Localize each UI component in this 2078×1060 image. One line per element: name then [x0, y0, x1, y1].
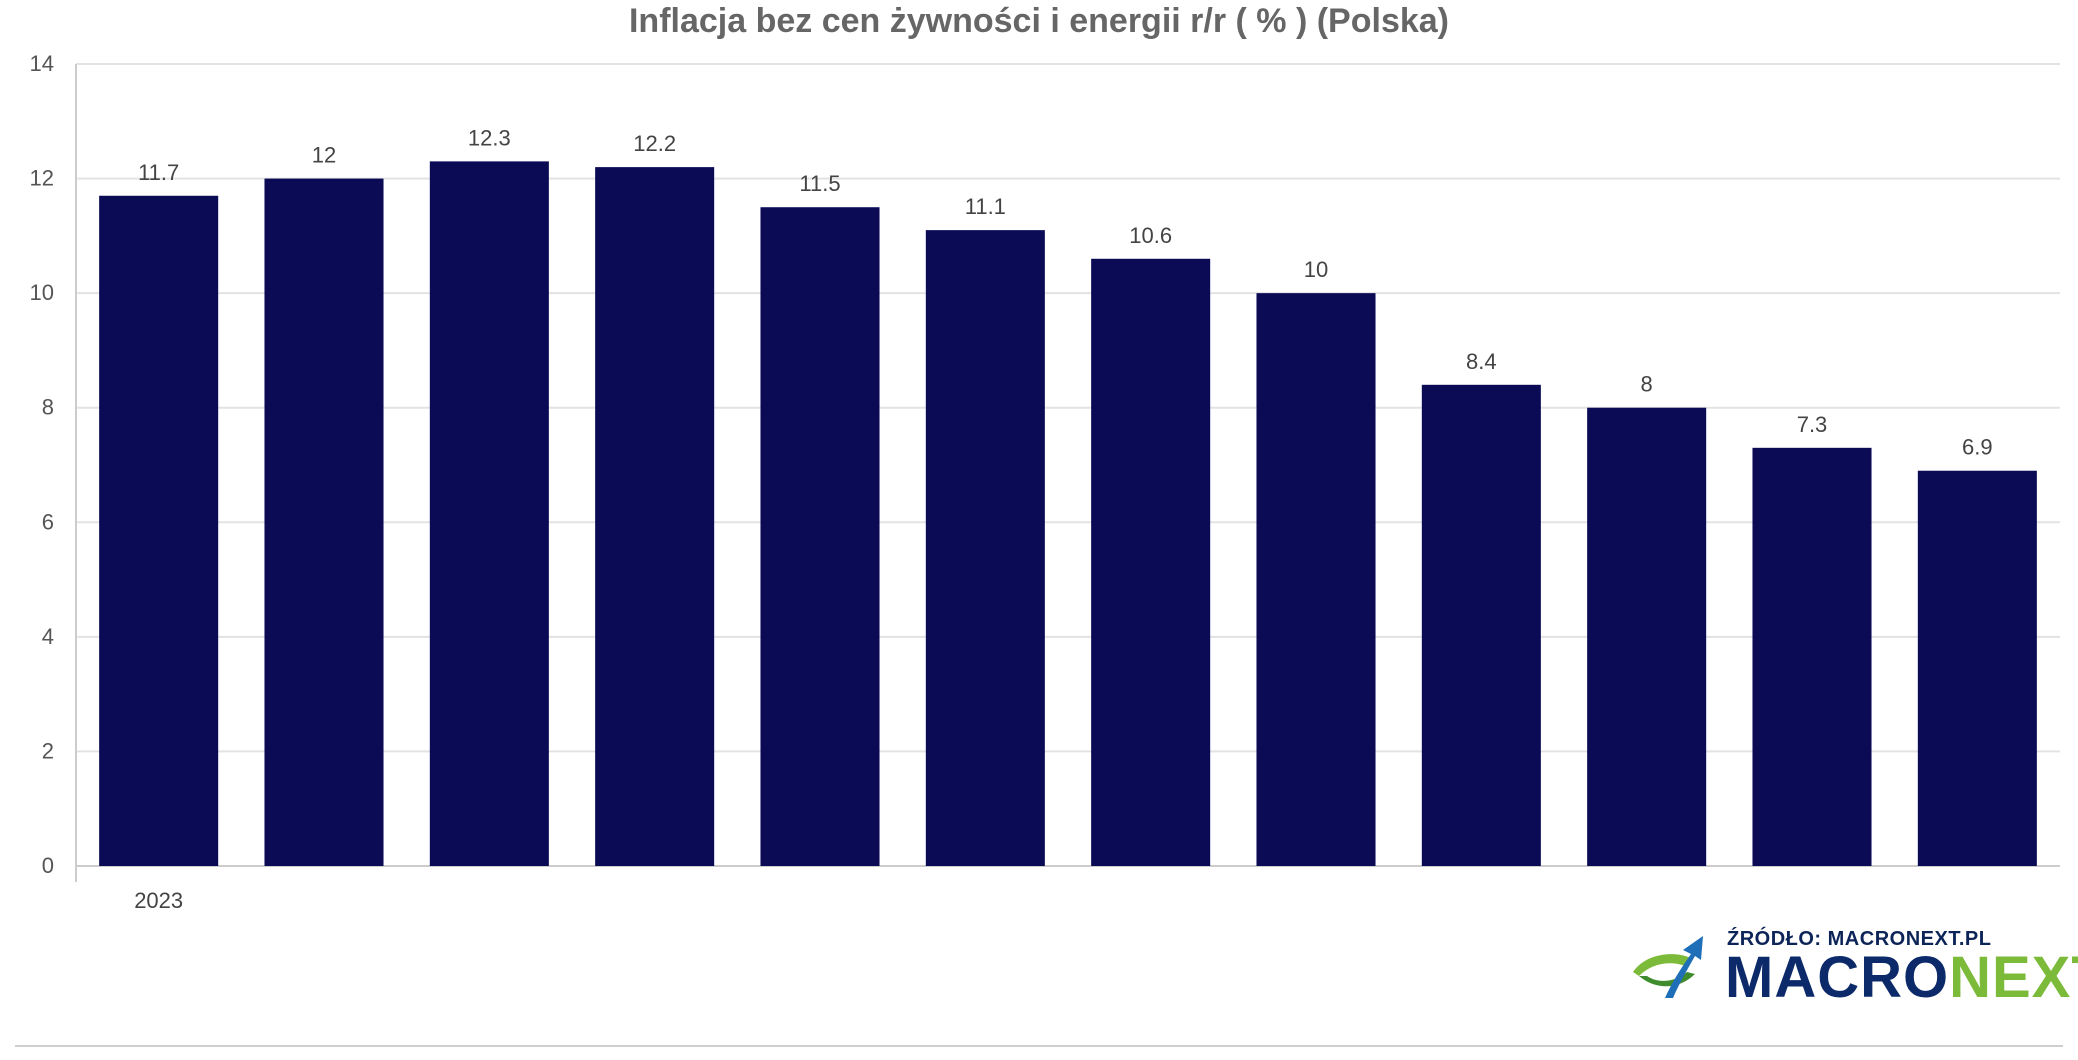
bar-value-label: 6.9 — [1962, 435, 1993, 460]
bar-value-label: 8.4 — [1466, 349, 1497, 374]
y-tick-label: 0 — [42, 853, 54, 878]
y-tick-label: 12 — [30, 166, 54, 191]
macronext-logo: ŹRÓDŁO: MACRONEXT.PL MACRONEXT — [1625, 928, 2078, 1008]
y-tick-label: 14 — [30, 51, 54, 76]
logo-swoosh-icon — [1633, 936, 1703, 998]
bar-value-label: 11.1 — [965, 194, 1006, 219]
bar — [264, 178, 384, 867]
bar — [1917, 470, 2037, 866]
bar-value-label: 11.5 — [799, 171, 840, 196]
bar-value-label: 12.2 — [633, 131, 676, 156]
data-labels: 11.7 12 12.3 12.2 11.5 11.1 10.6 10 8.4 8 7.3 6.9 — [138, 125, 1993, 459]
y-tick-label: 10 — [30, 280, 54, 305]
chart-title: Inflacja bez cen żywności i energii r/r … — [628, 2, 1450, 40]
y-tick-label: 2 — [42, 738, 54, 763]
bar — [1091, 258, 1211, 866]
y-tick-label: 6 — [42, 509, 54, 534]
y-tick-label: 8 — [42, 395, 54, 420]
bar-value-label: 8 — [1641, 372, 1653, 397]
bar — [760, 207, 880, 866]
source-text: ŹRÓDŁO: MACRONEXT.PL — [1727, 928, 1992, 950]
brand-name: MACRONEXT — [1725, 948, 2078, 1008]
bar-value-label: 10.6 — [1129, 223, 1172, 248]
bar — [1752, 447, 1872, 866]
bar — [595, 167, 715, 867]
bar — [1256, 293, 1376, 867]
axes: 0 2 4 6 8 10 12 14 2023 — [30, 51, 2060, 913]
bar-value-label: 10 — [1304, 257, 1328, 282]
bar-value-label: 12 — [312, 143, 336, 168]
bar-value-label: 11.7 — [138, 160, 179, 185]
bar-value-label: 7.3 — [1797, 412, 1828, 437]
brand-next: NEXT — [1949, 945, 2078, 1010]
bottom-divider — [15, 1045, 2063, 1047]
bar — [925, 230, 1045, 867]
bar — [1587, 407, 1707, 866]
gridlines — [76, 63, 2060, 753]
bar — [1421, 384, 1541, 866]
y-tick-label: 4 — [42, 624, 54, 649]
bars — [99, 161, 2037, 867]
bar — [99, 195, 219, 866]
bar — [429, 161, 549, 866]
brand-macro: MACRO — [1725, 945, 1950, 1010]
x-tick-label: 2023 — [134, 888, 183, 913]
bar-value-label: 12.3 — [468, 125, 511, 150]
